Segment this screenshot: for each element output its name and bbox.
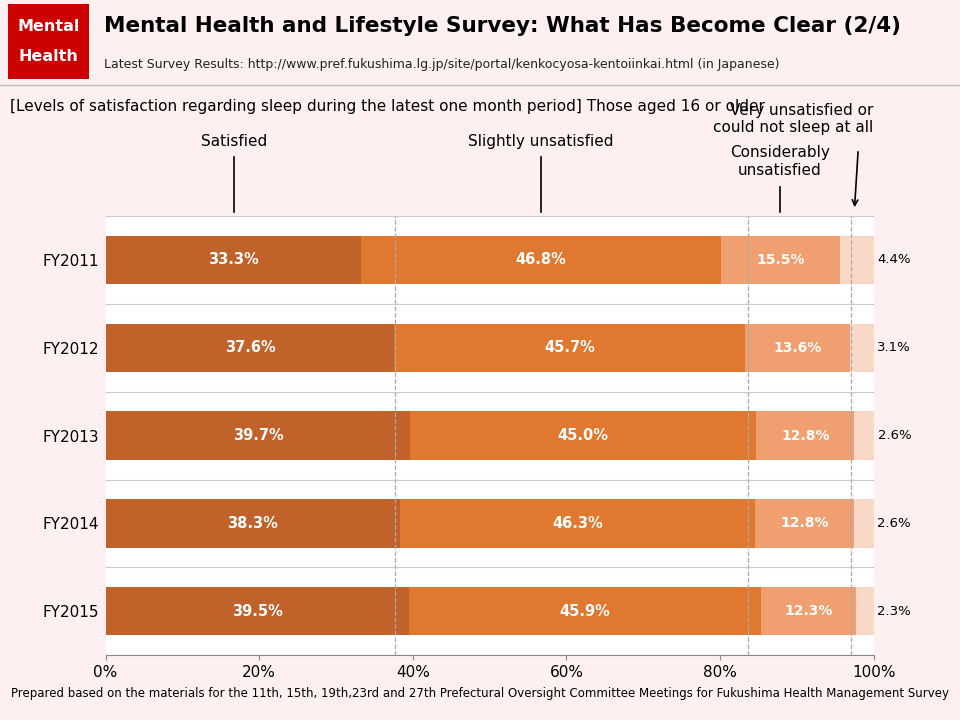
Text: Slightly unsatisfied: Slightly unsatisfied bbox=[468, 134, 613, 149]
Bar bbox=[853, 499, 874, 548]
Text: Very unsatisfied or
could not sleep at all: Very unsatisfied or could not sleep at a… bbox=[713, 103, 874, 135]
Text: 12.8%: 12.8% bbox=[781, 428, 829, 443]
Text: [Levels of satisfaction regarding sleep during the latest one month period] Thos: [Levels of satisfaction regarding sleep … bbox=[10, 99, 764, 114]
Text: 45.0%: 45.0% bbox=[558, 428, 609, 443]
Bar bbox=[756, 499, 853, 548]
Text: 33.3%: 33.3% bbox=[208, 253, 259, 267]
Text: Health: Health bbox=[18, 49, 79, 64]
Bar bbox=[106, 235, 361, 284]
Bar bbox=[856, 587, 874, 636]
Text: 39.7%: 39.7% bbox=[232, 428, 283, 443]
Bar bbox=[840, 235, 874, 284]
Bar bbox=[106, 499, 399, 548]
Text: 45.9%: 45.9% bbox=[560, 604, 611, 618]
Text: 39.5%: 39.5% bbox=[232, 604, 282, 618]
Text: 2.3%: 2.3% bbox=[877, 605, 911, 618]
Text: Prepared based on the materials for the 11th, 15th, 19th,23rd and 27th Prefectur: Prepared based on the materials for the … bbox=[11, 686, 949, 700]
Bar bbox=[756, 411, 854, 460]
Text: Satisfied: Satisfied bbox=[201, 134, 267, 149]
Bar bbox=[361, 235, 721, 284]
Text: 46.3%: 46.3% bbox=[552, 516, 603, 531]
Text: 12.3%: 12.3% bbox=[784, 604, 833, 618]
Bar bbox=[854, 411, 875, 460]
Text: 13.6%: 13.6% bbox=[774, 341, 822, 355]
Text: 38.3%: 38.3% bbox=[228, 516, 278, 531]
Bar bbox=[8, 4, 89, 78]
Bar bbox=[106, 323, 395, 372]
Text: 37.6%: 37.6% bbox=[225, 341, 276, 355]
Text: Mental: Mental bbox=[17, 19, 80, 34]
Text: 15.5%: 15.5% bbox=[756, 253, 804, 267]
Bar bbox=[106, 587, 409, 636]
Bar bbox=[409, 587, 761, 636]
Text: Mental Health and Lifestyle Survey: What Has Become Clear (2/4): Mental Health and Lifestyle Survey: What… bbox=[104, 17, 900, 37]
Text: 46.8%: 46.8% bbox=[516, 253, 566, 267]
Bar bbox=[745, 323, 850, 372]
Text: 2.6%: 2.6% bbox=[877, 517, 911, 530]
Text: 45.7%: 45.7% bbox=[544, 341, 595, 355]
Text: 2.6%: 2.6% bbox=[878, 429, 912, 442]
Bar bbox=[106, 411, 411, 460]
Bar bbox=[399, 499, 756, 548]
Text: 4.4%: 4.4% bbox=[877, 253, 911, 266]
Bar bbox=[395, 323, 745, 372]
Text: Latest Survey Results: http://www.pref.fukushima.lg.jp/site/portal/kenkocyosa-ke: Latest Survey Results: http://www.pref.f… bbox=[104, 58, 780, 71]
Text: 12.8%: 12.8% bbox=[780, 516, 828, 531]
Bar bbox=[850, 323, 874, 372]
Bar bbox=[721, 235, 840, 284]
Bar bbox=[411, 411, 756, 460]
Text: Considerably
unsatisfied: Considerably unsatisfied bbox=[730, 145, 829, 178]
Text: 3.1%: 3.1% bbox=[877, 341, 911, 354]
Bar bbox=[761, 587, 856, 636]
